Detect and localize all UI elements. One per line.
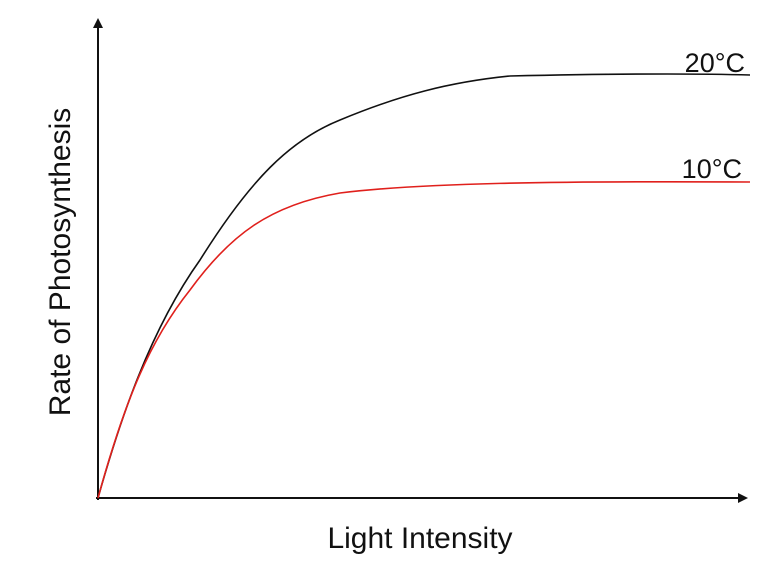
curve-label: 20°C — [685, 48, 745, 78]
x-axis-label: Light Intensity — [327, 522, 512, 555]
curve-label: 10°C — [682, 154, 742, 184]
curve-20c — [97, 73, 751, 499]
curve-10c — [97, 180, 751, 499]
y-axis-label: Rate of Photosynthesis — [44, 108, 77, 417]
